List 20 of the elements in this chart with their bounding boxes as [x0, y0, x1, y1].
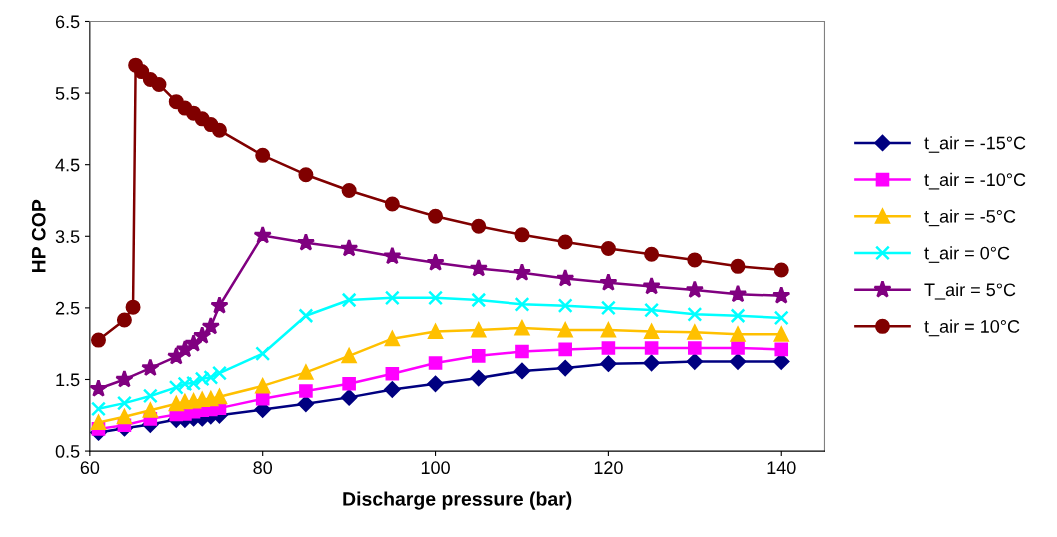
- legend-label: t_air = -10°C: [924, 172, 1026, 190]
- legend-label: T_air = 5°C: [924, 282, 1016, 300]
- legend-label: t_air = -5°C: [924, 209, 1016, 227]
- x-tick-label: 80: [253, 461, 273, 475]
- x-tick-label: 100: [421, 461, 450, 475]
- y-tick-label: 3.5: [55, 230, 80, 243]
- x-tick-label: 140: [767, 461, 796, 475]
- x-tick-label: 120: [594, 461, 623, 475]
- y-tick-label: 5.5: [55, 87, 80, 100]
- legend-label: t_air = 0°C: [924, 246, 1010, 263]
- x-axis-title: Discharge pressure (bar): [343, 491, 572, 510]
- y-axis-title: HP COP: [31, 199, 46, 273]
- legend-label: t_air = 10°C: [924, 319, 1020, 337]
- y-tick-label: 2.5: [55, 301, 80, 315]
- y-tick-label: 4.5: [55, 158, 80, 172]
- y-tick-label: 6.5: [55, 15, 80, 29]
- y-tick-label: 1.5: [56, 373, 80, 387]
- x-tick-label: 60: [80, 461, 100, 475]
- y-tick-label: 0.5: [55, 445, 80, 458]
- legend-label: t_air = -15°C: [924, 136, 1026, 153]
